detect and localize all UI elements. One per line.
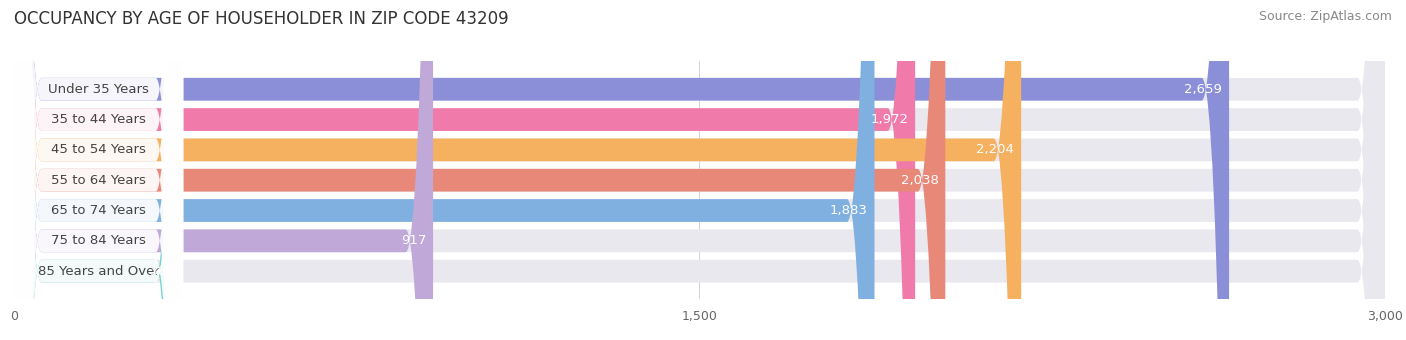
Text: 367: 367 [149,265,174,278]
FancyBboxPatch shape [14,0,945,340]
FancyBboxPatch shape [14,0,433,340]
FancyBboxPatch shape [14,0,1021,340]
Text: 2,038: 2,038 [901,174,938,187]
Text: 55 to 64 Years: 55 to 64 Years [51,174,146,187]
FancyBboxPatch shape [14,0,181,340]
Text: 1,972: 1,972 [870,113,908,126]
FancyBboxPatch shape [14,0,1385,340]
FancyBboxPatch shape [14,0,183,340]
Text: 75 to 84 Years: 75 to 84 Years [51,234,146,247]
Text: 45 to 54 Years: 45 to 54 Years [51,143,146,156]
FancyBboxPatch shape [14,0,183,340]
Text: Source: ZipAtlas.com: Source: ZipAtlas.com [1258,10,1392,23]
FancyBboxPatch shape [14,0,1385,340]
FancyBboxPatch shape [14,0,183,340]
FancyBboxPatch shape [14,0,183,340]
Text: 1,883: 1,883 [830,204,868,217]
Text: 917: 917 [401,234,426,247]
FancyBboxPatch shape [14,0,1385,340]
Text: 85 Years and Over: 85 Years and Over [38,265,159,278]
FancyBboxPatch shape [14,0,1385,340]
Text: 2,659: 2,659 [1184,83,1222,96]
FancyBboxPatch shape [14,0,183,340]
FancyBboxPatch shape [14,0,915,340]
FancyBboxPatch shape [14,0,1385,340]
FancyBboxPatch shape [14,0,1229,340]
Text: 35 to 44 Years: 35 to 44 Years [51,113,146,126]
Text: 2,204: 2,204 [976,143,1014,156]
FancyBboxPatch shape [14,0,1385,340]
Text: Under 35 Years: Under 35 Years [48,83,149,96]
FancyBboxPatch shape [14,0,875,340]
Text: OCCUPANCY BY AGE OF HOUSEHOLDER IN ZIP CODE 43209: OCCUPANCY BY AGE OF HOUSEHOLDER IN ZIP C… [14,10,509,28]
Text: 65 to 74 Years: 65 to 74 Years [51,204,146,217]
FancyBboxPatch shape [14,0,1385,340]
FancyBboxPatch shape [14,0,183,340]
FancyBboxPatch shape [14,0,183,340]
